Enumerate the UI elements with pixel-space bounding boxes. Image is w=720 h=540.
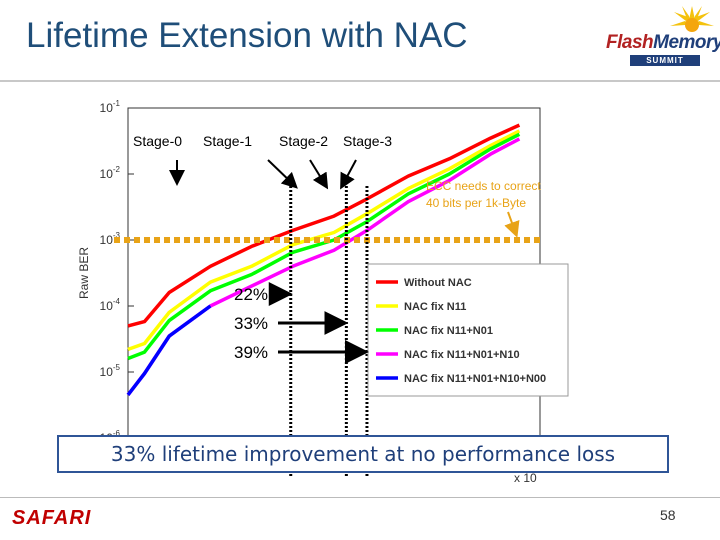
improvement-label-3: 39% (234, 343, 268, 362)
series-line-3 (127, 132, 521, 361)
y-tick-label: 10-4 (100, 297, 121, 313)
y-tick-label: 10-3 (100, 231, 121, 247)
stage-label-0: Stage-0 (133, 133, 182, 149)
ecc-annotation-arrow (504, 211, 520, 238)
legend-entry: NAC fix N11+N01 (404, 325, 493, 337)
ecc-annotation-line: 40 bits per 1k-Byte (426, 196, 526, 210)
stage-3-arrow (340, 159, 357, 190)
series-line-2 (127, 129, 521, 352)
stage-label-2: Stage-2 (279, 133, 328, 149)
stage-label-3: Stage-3 (343, 133, 392, 149)
y-tick-label: 10-2 (100, 165, 121, 181)
legend-entry: NAC fix N11+N01+N10+N00 (404, 373, 546, 385)
improvement-label-1: 22% (234, 285, 268, 304)
series-line-5 (126, 304, 212, 396)
legend-entry: Without NAC (404, 277, 472, 289)
stage-1-arrow (267, 159, 298, 189)
stage-2-arrow (309, 159, 329, 190)
legend-box (367, 263, 569, 397)
y-axis-label: Raw BER (77, 247, 91, 299)
series-line-1 (127, 123, 521, 328)
footer-brand: SAFARI (12, 507, 92, 529)
page-title: Lifetime Extension with NAC (26, 16, 468, 55)
improvement-callout: 33% lifetime improvement at no performan… (57, 435, 669, 473)
footer-divider (0, 497, 720, 498)
logo-word-flash: Flash (606, 32, 654, 53)
y-tick-label: 10-5 (100, 363, 121, 379)
logo-subtitle: SUMMIT (630, 55, 700, 66)
improvement-label-2: 33% (234, 314, 268, 333)
y-tick-label: 10-1 (100, 99, 121, 115)
title-divider (0, 80, 720, 82)
sunburst-icon (670, 6, 714, 32)
flash-memory-summit-logo: FlashMemory SUMMIT (606, 6, 720, 70)
logo-word-memory: Memory (653, 32, 720, 53)
ecc-annotation-line: ECC needs to correct (426, 179, 541, 193)
legend-entry: NAC fix N11+N01+N10 (404, 349, 520, 361)
stage-label-1: Stage-1 (203, 133, 252, 149)
x-axis-exponent: x 10 (514, 471, 537, 485)
page-number: 58 (660, 507, 676, 523)
logo-wordmark: FlashMemory (606, 32, 720, 54)
legend-entry: NAC fix N11 (404, 301, 466, 313)
